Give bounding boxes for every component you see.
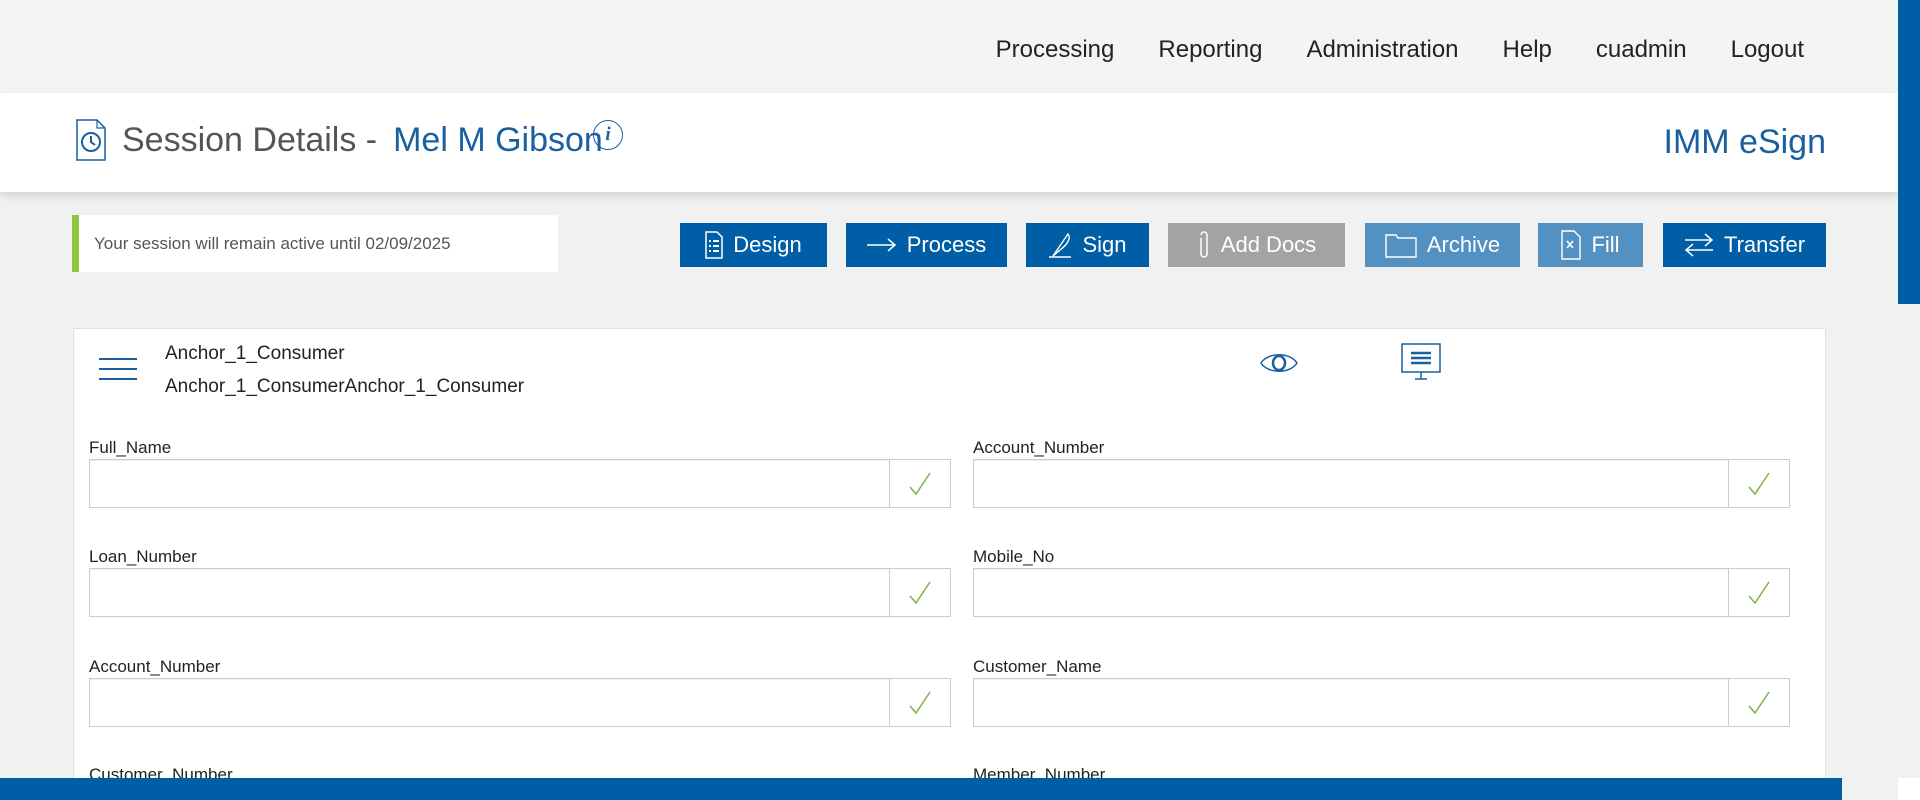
field-input-group <box>973 568 1790 617</box>
field-label: Account_Number <box>973 438 1105 457</box>
sign-label: Sign <box>1082 232 1127 257</box>
page-header: Session Details - Mel M Gibson i IMM eSi… <box>0 93 1898 192</box>
top-nav: Processing Reporting Administration Help… <box>0 0 1898 93</box>
nav-user[interactable]: cuadmin <box>1595 36 1687 63</box>
monitor-icon[interactable] <box>1401 343 1441 381</box>
field-input-group <box>89 678 951 727</box>
field-input-group <box>89 459 951 508</box>
field-input[interactable] <box>974 569 1728 616</box>
archive-button[interactable]: Archive <box>1365 223 1520 267</box>
checkmark-icon <box>889 460 950 507</box>
field-label: Customer_Name <box>973 657 1102 676</box>
checkmark-icon <box>1728 569 1789 616</box>
paperclip-icon <box>1200 231 1208 258</box>
nav-menu: Processing Reporting Administration Help… <box>996 36 1804 64</box>
field-input[interactable] <box>90 460 889 507</box>
brand-name: IMM eSign <box>1663 123 1827 161</box>
title-label: Session Details - <box>122 120 378 159</box>
bottom-bar <box>0 778 1842 800</box>
checkmark-icon <box>1728 460 1789 507</box>
checkmark-icon <box>1728 679 1789 726</box>
eye-icon[interactable] <box>1260 349 1298 377</box>
fill-form-icon <box>1561 230 1582 260</box>
process-button[interactable]: Process <box>846 223 1007 267</box>
session-history-icon <box>76 119 106 161</box>
session-notice: Your session will remain active until 02… <box>72 215 558 272</box>
checkmark-icon <box>889 569 950 616</box>
field-input-group <box>89 568 951 617</box>
sign-button[interactable]: Sign <box>1026 223 1149 267</box>
transfer-label: Transfer <box>1723 232 1806 257</box>
info-icon[interactable]: i <box>593 120 623 150</box>
page-title: Session Details - Mel M Gibson <box>76 119 603 161</box>
nav-help[interactable]: Help <box>1502 36 1552 63</box>
pen-icon <box>1049 232 1072 258</box>
field-label: Account_Number <box>89 657 221 676</box>
bottom-corner <box>1898 778 1920 800</box>
folder-icon <box>1385 234 1417 258</box>
field-label: Full_Name <box>89 438 172 457</box>
document-name: Anchor_1_Consumer <box>165 343 345 364</box>
design-label: Design <box>733 232 802 257</box>
process-label: Process <box>906 232 987 257</box>
archive-label: Archive <box>1426 232 1501 257</box>
fill-button[interactable]: Fill <box>1538 223 1643 267</box>
add-docs-label: Add Docs <box>1220 232 1317 257</box>
scrollbar-thumb[interactable] <box>1898 0 1920 304</box>
document-subtitle: Anchor_1_ConsumerAnchor_1_Consumer <box>165 376 525 397</box>
bottom-gap <box>1842 778 1898 800</box>
nav-processing[interactable]: Processing <box>995 36 1115 63</box>
field-label: Loan_Number <box>89 547 197 566</box>
session-user-name: Mel M Gibson <box>393 120 603 159</box>
field-input[interactable] <box>974 679 1728 726</box>
document-card: Anchor_1_Consumer Anchor_1_ConsumerAncho… <box>73 328 1826 800</box>
arrow-right-icon <box>866 238 896 252</box>
add-docs-button[interactable]: Add Docs <box>1168 223 1345 267</box>
field-input-group <box>973 678 1790 727</box>
design-icon <box>705 231 723 259</box>
nav-reporting[interactable]: Reporting <box>1158 36 1263 63</box>
fill-label: Fill <box>1591 232 1620 257</box>
field-input[interactable] <box>90 679 889 726</box>
field-input-group <box>973 459 1790 508</box>
field-input[interactable] <box>974 460 1728 507</box>
field-label: Mobile_No <box>973 547 1055 566</box>
transfer-button[interactable]: Transfer <box>1663 223 1826 267</box>
checkmark-icon <box>889 679 950 726</box>
field-input[interactable] <box>90 569 889 616</box>
nav-administration[interactable]: Administration <box>1306 36 1459 63</box>
design-button[interactable]: Design <box>680 223 827 267</box>
transfer-icon <box>1684 233 1714 257</box>
nav-logout[interactable]: Logout <box>1730 36 1804 63</box>
menu-icon[interactable] <box>99 358 137 388</box>
